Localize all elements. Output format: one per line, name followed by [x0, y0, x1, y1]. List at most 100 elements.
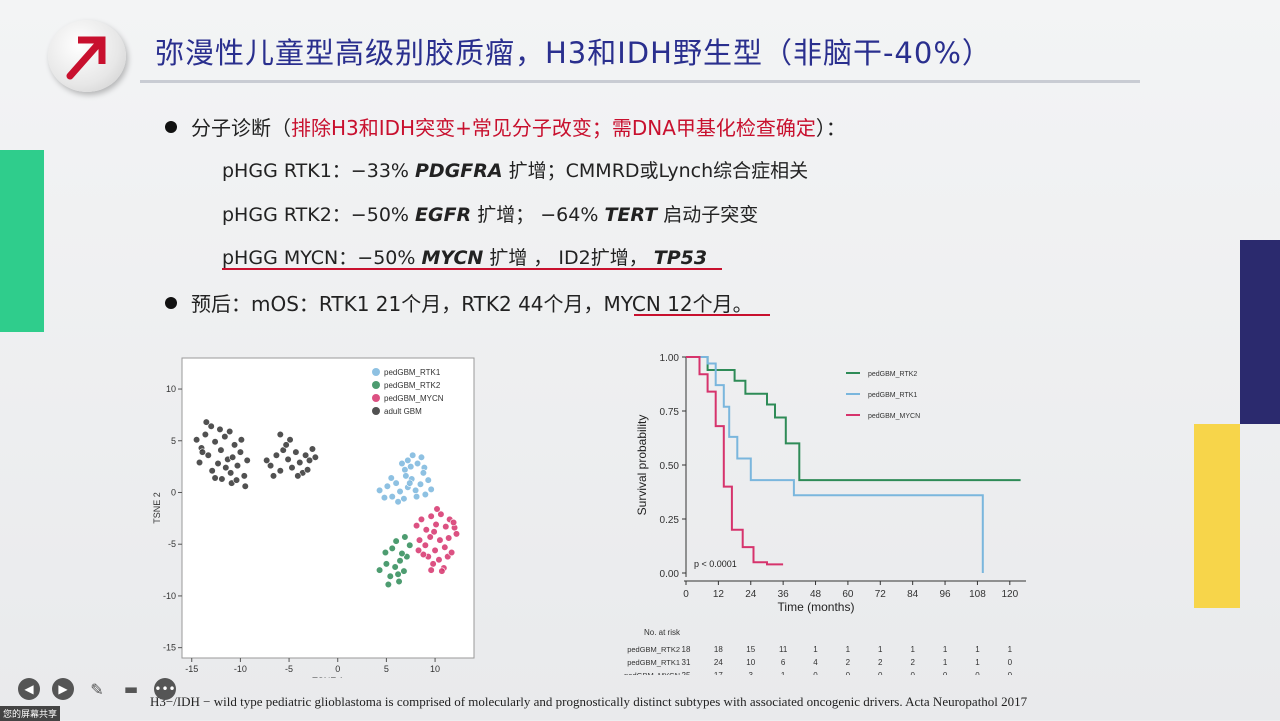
scatter-point — [207, 422, 215, 430]
scatter-point — [240, 472, 248, 480]
rtk2-text: pHGG RTK2：−50% — [222, 204, 415, 226]
risk-cell: 10 — [746, 658, 755, 667]
scatter-point — [427, 485, 435, 493]
bullet1-suffix: ）： — [815, 116, 846, 140]
scatter-point — [218, 475, 226, 483]
scatter-point — [308, 445, 317, 453]
y-tick-label: 0.00 — [660, 569, 680, 580]
scatter-point — [433, 505, 441, 513]
scatter-point — [276, 467, 284, 475]
survival-curve — [686, 356, 784, 566]
scatter-point — [424, 476, 432, 484]
bullet-dot — [165, 297, 177, 309]
scatter-point — [217, 446, 225, 454]
risk-cell: 24 — [714, 658, 723, 667]
pen-icon[interactable]: ✎ — [90, 679, 104, 699]
scatter-point — [419, 469, 427, 477]
scatter-point — [384, 580, 392, 589]
scatter-point — [391, 563, 399, 571]
play-icon[interactable]: ▶ — [52, 678, 74, 700]
x-tick-label: 108 — [969, 589, 986, 600]
logo — [48, 20, 126, 92]
x-tick-label: 48 — [810, 589, 822, 600]
x-tick-label: 12 — [713, 589, 725, 600]
rtk1-text: pHGG RTK1：−33% — [222, 160, 415, 182]
scatter-point — [226, 427, 234, 436]
scatter-point — [302, 451, 310, 459]
slide-title: 弥漫性儿童型高级别胶质瘤，H3和IDH野生型（非脑干-40%） — [155, 36, 992, 70]
y-axis-label: Survival probability — [635, 415, 649, 516]
mycn-text: pHGG MYCN：−50% — [222, 247, 422, 269]
y-axis-label: TSNE 2 — [152, 492, 162, 524]
scatter-point — [276, 430, 284, 439]
risk-cell: 1 — [813, 645, 818, 654]
p-value-annotation: p < 0.0001 — [694, 559, 737, 569]
y-tick-label: 0.50 — [660, 461, 680, 472]
scatter-point — [292, 448, 300, 456]
scatter-point — [400, 495, 408, 503]
rtk2-gene1: EGFR — [415, 204, 472, 226]
risk-cell: 6 — [781, 658, 786, 667]
survival-curve — [686, 356, 1021, 482]
scatter-point — [406, 541, 414, 549]
bullet1-red-text: 排除H3和IDH突变+常见分子改变；需DNA甲基化检查确定 — [291, 116, 816, 140]
scatter-point — [392, 537, 400, 545]
risk-cell: 17 — [714, 671, 723, 675]
risk-cell: 0 — [878, 671, 883, 675]
legend-label: pedGBM_RTK1 — [868, 392, 917, 399]
legend-marker — [372, 368, 380, 376]
scatter-point — [233, 461, 242, 470]
scatter-point — [375, 486, 384, 495]
scatter-point — [243, 456, 251, 465]
scatter-point — [449, 518, 458, 527]
risk-row-label: pedGBM_RTK2 — [627, 645, 680, 654]
scatter-point — [221, 433, 229, 441]
scatter-point — [404, 456, 412, 465]
scatter-point — [394, 570, 402, 578]
scatter-point — [401, 533, 409, 541]
x-axis-label: TSNE 1 — [312, 676, 344, 678]
y-tick-label: -10 — [163, 591, 176, 601]
scatter-point — [430, 528, 438, 536]
scatter-point — [216, 425, 224, 433]
y-tick-label: 1.00 — [660, 353, 680, 364]
risk-cell: 11 — [779, 645, 788, 654]
scatter-point — [395, 577, 403, 586]
x-tick-label: 60 — [842, 589, 854, 600]
risk-cell: 1 — [781, 671, 786, 675]
risk-cell: 0 — [1008, 671, 1013, 675]
risk-cell: 25 — [682, 671, 691, 675]
risk-cell: 2 — [878, 658, 883, 667]
scatter-point — [412, 521, 421, 530]
scatter-point — [429, 560, 437, 568]
x-axis-label: Time (months) — [778, 600, 855, 614]
x-tick-label: 5 — [384, 664, 389, 674]
scatter-point — [401, 466, 409, 474]
scatter-point — [236, 448, 244, 456]
scatter-point — [286, 436, 294, 444]
risk-cell: 1 — [878, 645, 883, 654]
risk-cell: 0 — [1008, 658, 1013, 667]
risk-cell: 18 — [714, 645, 723, 654]
camera-icon[interactable]: ▬ — [123, 680, 139, 698]
scatter-point — [303, 466, 312, 474]
scatter-point — [396, 557, 404, 565]
legend-label: pedGBM_RTK2 — [868, 371, 917, 378]
scatter-point — [232, 476, 241, 484]
more-icon[interactable]: ••• — [154, 678, 176, 700]
y-tick-label: 0 — [171, 487, 176, 497]
back-icon[interactable]: ◀ — [18, 678, 40, 700]
survival-curve — [686, 356, 984, 573]
scatter-point — [396, 487, 404, 496]
scatter-point — [415, 536, 424, 544]
scatter-point — [414, 546, 423, 555]
scatter-point — [195, 458, 204, 467]
kaplan-meier-plot: 1.000.750.500.250.000 12 24 36 48 60 72 84 96 108… — [624, 353, 1026, 675]
scatter-point — [426, 533, 434, 541]
scatter-point — [422, 526, 430, 534]
mycn-underline — [222, 268, 722, 270]
scatter-point — [392, 479, 400, 487]
rtk2-gene2: TERT — [604, 204, 658, 226]
bullet-molecular-diagnosis: 分子诊断（排除H3和IDH突变+常见分子改变；需DNA甲基化检查确定）： — [165, 112, 846, 141]
scatter-point — [198, 448, 207, 456]
